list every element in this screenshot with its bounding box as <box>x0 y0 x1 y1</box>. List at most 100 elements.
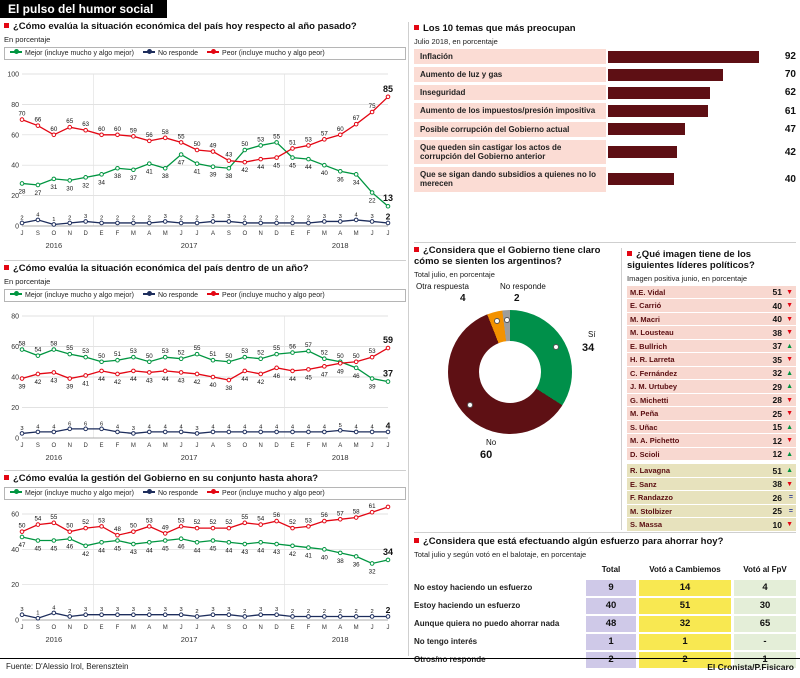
leader-value: 40 <box>772 314 782 325</box>
svg-text:58: 58 <box>50 340 57 347</box>
svg-text:41: 41 <box>194 169 201 176</box>
divider-vertical-right <box>621 248 622 530</box>
page-title: El pulso del humor social <box>0 0 168 18</box>
line-chart-economia-hoy: 0 20 40 60 80 100 2016 2017 2018 J S O N D E F M A M J J A S O N… <box>4 62 406 250</box>
bar-label: Que queden sin castigar los actos de cor… <box>414 139 606 165</box>
table-corner <box>414 562 583 578</box>
table-cell: 1 <box>734 651 796 668</box>
svg-text:44: 44 <box>257 547 264 554</box>
leader-value: 28 <box>772 395 782 406</box>
svg-text:4: 4 <box>36 424 40 430</box>
svg-text:44: 44 <box>130 376 137 383</box>
svg-text:51: 51 <box>210 351 217 358</box>
svg-text:2: 2 <box>148 215 151 221</box>
legend-swatch-mejor-icon <box>10 291 22 297</box>
svg-text:4: 4 <box>307 424 311 430</box>
leader-value: 25 <box>772 506 782 517</box>
svg-text:3: 3 <box>195 426 198 432</box>
svg-text:A: A <box>147 231 151 237</box>
svg-text:3: 3 <box>20 607 23 613</box>
bar-track <box>606 103 772 118</box>
svg-text:2018: 2018 <box>332 635 349 644</box>
svg-text:3: 3 <box>323 214 326 220</box>
svg-text:J: J <box>371 443 374 449</box>
svg-text:6: 6 <box>68 421 71 427</box>
section-title-gobierno-claro: ¿Considera que el Gobierno tiene claro c… <box>414 245 601 267</box>
svg-text:M: M <box>131 625 136 631</box>
svg-text:50: 50 <box>146 353 153 360</box>
svg-text:60: 60 <box>337 126 344 133</box>
leader-row: E. Carrió 40 ▼ <box>627 299 796 312</box>
svg-text:J: J <box>387 443 390 449</box>
leader-value: 10 <box>772 519 782 530</box>
svg-text:44: 44 <box>257 164 264 171</box>
svg-text:N: N <box>259 625 263 631</box>
svg-text:2: 2 <box>307 609 310 615</box>
leader-trend-up-icon: ▲ <box>786 369 793 377</box>
svg-text:100: 100 <box>7 71 19 78</box>
donut-label-no: No <box>486 437 497 447</box>
legend-swatch-noresponde-icon <box>142 49 155 55</box>
table-cell: 30 <box>734 597 796 614</box>
donut-value-otra-respuesta: 4 <box>460 292 466 304</box>
leader-row: M. Peña 25 ▼ <box>627 407 796 420</box>
bar-row: Inseguridad 62 <box>414 85 796 101</box>
legend-item-mejor: Mejor (incluye mucho y algo mejor) <box>10 291 134 299</box>
svg-text:2016: 2016 <box>45 241 62 250</box>
leader-trend-down-icon: ▼ <box>786 480 793 488</box>
svg-text:S: S <box>36 443 40 449</box>
svg-text:1: 1 <box>52 217 55 223</box>
svg-text:4: 4 <box>211 424 215 430</box>
bar-track <box>606 49 772 64</box>
svg-text:4: 4 <box>52 605 56 611</box>
svg-text:J: J <box>371 231 374 237</box>
svg-text:2: 2 <box>243 215 246 221</box>
panel-ahorro: ¿Considera que está efectuando algún esf… <box>414 536 796 670</box>
svg-text:3: 3 <box>227 214 230 220</box>
svg-text:36: 36 <box>337 176 344 183</box>
svg-text:31: 31 <box>50 184 57 191</box>
svg-text:44: 44 <box>194 547 201 554</box>
legend-swatch-mejor-icon <box>10 49 22 55</box>
svg-text:40: 40 <box>11 163 19 170</box>
bar-value: 40 <box>784 173 796 185</box>
svg-text:60: 60 <box>11 132 19 139</box>
svg-text:2: 2 <box>195 609 198 615</box>
svg-text:27: 27 <box>34 190 41 197</box>
leader-value: 38 <box>772 479 782 490</box>
svg-text:53: 53 <box>305 136 312 143</box>
svg-text:52: 52 <box>289 519 296 526</box>
leader-name: E. Sanz <box>630 479 657 489</box>
svg-text:4: 4 <box>323 424 327 430</box>
panel-gobierno-claro: ¿Considera que el Gobierno tiene claro c… <box>414 245 618 470</box>
svg-text:2018: 2018 <box>332 241 349 250</box>
legend-item-no-responde: No responde <box>142 49 198 57</box>
donut-slice-marker <box>494 318 501 325</box>
bar-fill <box>608 123 686 136</box>
svg-text:49: 49 <box>210 142 217 149</box>
table-row: No tengo interés 1 1- <box>414 633 796 650</box>
leader-row: J. M. Urtubey 29 ▲ <box>627 380 796 393</box>
svg-text:41: 41 <box>82 380 89 387</box>
svg-text:53: 53 <box>369 348 376 355</box>
svg-text:43: 43 <box>225 152 232 159</box>
svg-text:53: 53 <box>130 348 137 355</box>
table-row: No estoy haciendo un esfuerzo 9 14 4 <box>414 579 796 596</box>
svg-text:48: 48 <box>114 526 121 533</box>
svg-text:J: J <box>21 231 24 237</box>
svg-text:3: 3 <box>227 607 230 613</box>
svg-text:42: 42 <box>114 379 121 386</box>
panel-economia-futuro: ¿Cómo evalúa la situación económica del … <box>4 263 406 462</box>
svg-text:4: 4 <box>52 424 56 430</box>
bullet-icon <box>4 23 9 28</box>
svg-text:2: 2 <box>386 211 391 221</box>
svg-text:3: 3 <box>211 607 214 613</box>
section-title-economia-hoy: ¿Cómo evalúa la situación económica del … <box>4 21 406 33</box>
svg-text:3: 3 <box>132 426 135 432</box>
svg-text:52: 52 <box>257 350 264 357</box>
svg-text:J: J <box>387 231 390 237</box>
table-cell: 14 <box>639 579 731 596</box>
svg-text:M: M <box>131 231 136 237</box>
svg-text:60: 60 <box>11 344 19 351</box>
svg-text:J: J <box>21 443 24 449</box>
